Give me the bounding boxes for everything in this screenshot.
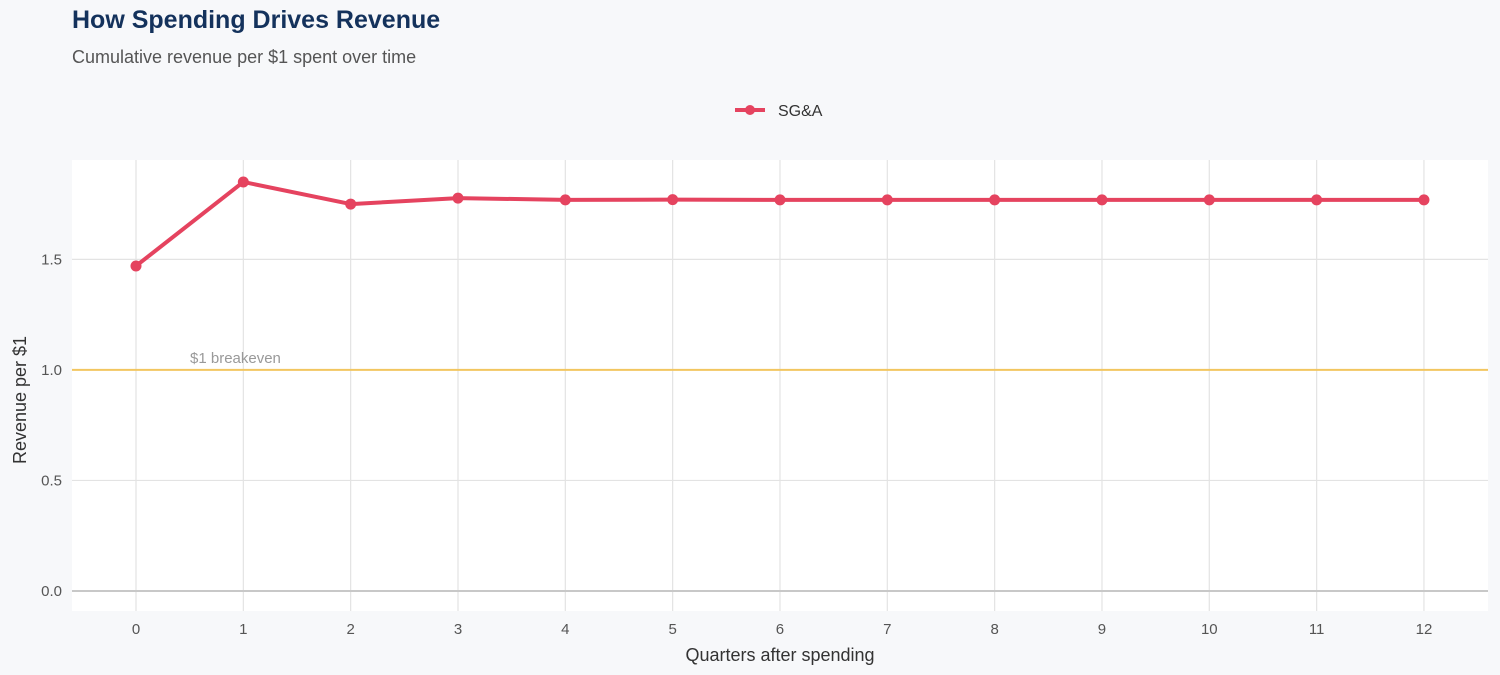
data-point: [774, 194, 786, 206]
x-tick-label: 2: [346, 621, 354, 638]
x-tick-label: 9: [1098, 621, 1106, 638]
data-point: [989, 194, 1001, 206]
data-point: [1311, 194, 1323, 206]
chart-title: How Spending Drives Revenue: [72, 6, 441, 34]
x-tick-label: 6: [776, 621, 784, 638]
x-tick-label: 1: [239, 621, 247, 638]
legend-label: SG&A: [778, 103, 823, 120]
y-tick-label: 1.5: [41, 251, 62, 268]
x-tick-label: 4: [561, 621, 569, 638]
y-tick-label: 0.0: [41, 583, 62, 600]
x-tick-label: 12: [1416, 621, 1433, 638]
breakeven-label: $1 breakeven: [190, 350, 281, 367]
data-point: [237, 176, 249, 188]
data-point: [1096, 194, 1108, 206]
x-tick-label: 10: [1201, 621, 1218, 638]
data-point: [1418, 194, 1430, 206]
data-point: [881, 194, 893, 206]
x-tick-label: 5: [668, 621, 676, 638]
y-tick-label: 1.0: [41, 362, 62, 379]
data-point: [1203, 194, 1215, 206]
x-tick-label: 11: [1309, 621, 1325, 638]
x-tick-label: 0: [132, 621, 140, 638]
legend-marker-icon: [745, 105, 755, 115]
y-axis-label: Revenue per $1: [10, 336, 30, 464]
chart-subtitle: Cumulative revenue per $1 spent over tim…: [72, 47, 417, 67]
y-tick-label: 0.5: [41, 472, 62, 489]
x-tick-label: 8: [990, 621, 998, 638]
x-tick-label: 7: [883, 621, 891, 638]
x-axis-label: Quarters after spending: [685, 645, 874, 665]
data-point: [559, 194, 571, 206]
data-point: [452, 192, 464, 204]
data-point: [667, 194, 679, 206]
data-point: [130, 260, 142, 272]
legend: SG&A: [735, 103, 823, 120]
data-point: [345, 198, 357, 210]
x-tick-label: 3: [454, 621, 462, 638]
